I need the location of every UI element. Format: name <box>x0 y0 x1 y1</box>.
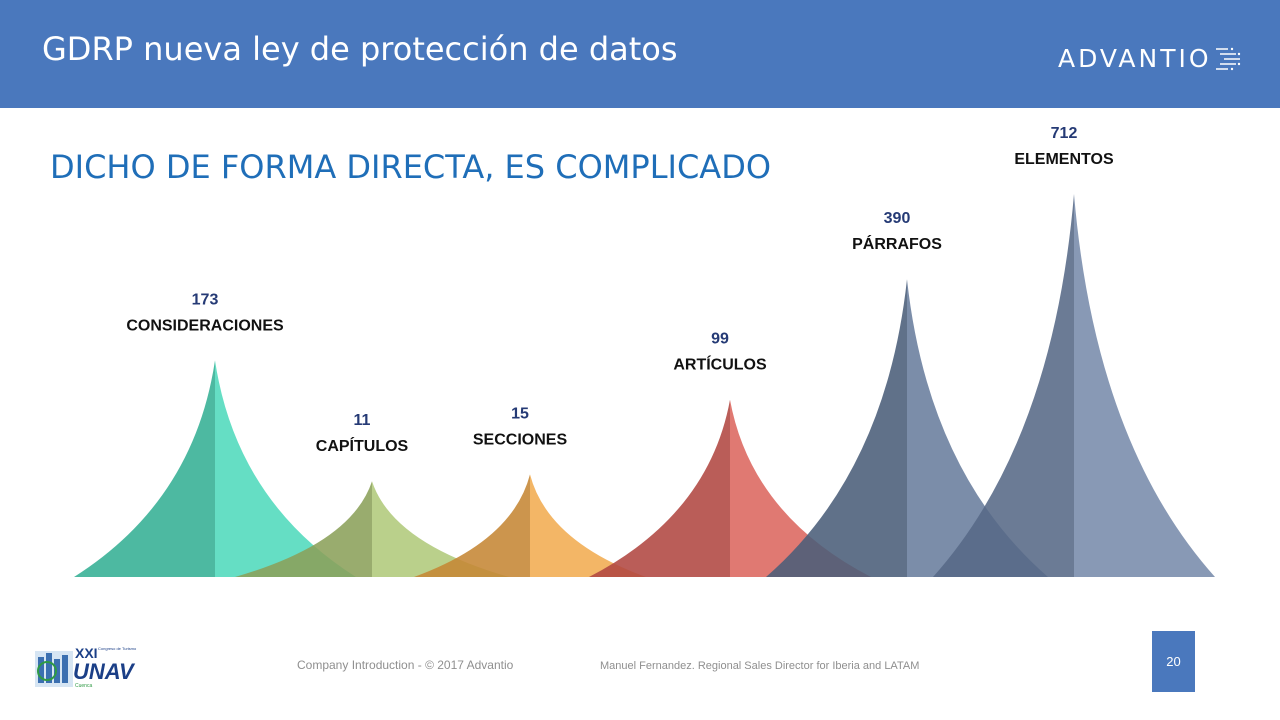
peak-left-face <box>414 474 530 577</box>
peak-right-face <box>372 481 509 577</box>
data-label-value: 11 <box>354 412 371 429</box>
advantio-logo-text: ADVANTIO <box>1058 43 1212 73</box>
advantio-logo-icon <box>1215 47 1240 71</box>
peak-right-face <box>215 360 356 577</box>
peak-consideraciones <box>74 360 356 577</box>
data-label-category: CONSIDERACIONES <box>126 317 284 334</box>
page-number: 20 <box>1152 631 1195 692</box>
peak-right-face <box>907 279 1048 577</box>
data-label-value: 15 <box>511 405 529 422</box>
peak-párrafos <box>766 279 1048 577</box>
data-label-category: SECCIONES <box>473 431 568 448</box>
slide-title: GDRP nueva ley de protección de datos <box>42 30 678 68</box>
data-label-value: 99 <box>711 331 729 348</box>
data-label-value: 390 <box>884 210 911 227</box>
unav-logo-line3: UNAV <box>73 659 136 684</box>
peak-right-face <box>730 399 871 577</box>
slide-subtitle: DICHO DE FORMA DIRECTA, ES COMPLICADO <box>50 148 772 186</box>
peak-left-face <box>933 194 1074 577</box>
unav-congress-logo: XXI Congreso de Turismo UNAV Cuenca <box>35 645 137 689</box>
data-label-category: ELEMENTOS <box>1014 151 1114 168</box>
unav-logo-line2: Congreso de Turismo <box>98 646 137 651</box>
peak-secciones <box>414 474 646 577</box>
footer-company: Company Introduction - © 2017 Advantio <box>297 658 514 672</box>
peak-left-face <box>766 279 907 577</box>
footer-presenter: Manuel Fernandez. Regional Sales Directo… <box>600 660 920 672</box>
peak-left-face <box>589 399 730 577</box>
peak-artículos <box>589 399 871 577</box>
peak-elementos <box>933 194 1215 577</box>
peak-left-face <box>74 360 215 577</box>
peak-right-face <box>530 474 646 577</box>
data-label-category: PÁRRAFOS <box>852 234 942 253</box>
peak-left-face <box>235 481 372 577</box>
advantio-logo: ADVANTIO <box>1058 40 1244 76</box>
data-label-value: 712 <box>1051 125 1078 142</box>
data-label-category: CAPÍTULOS <box>316 436 409 455</box>
data-label-category: ARTÍCULOS <box>673 355 767 374</box>
peak-right-face <box>1074 194 1215 577</box>
unav-logo-line1: XXI <box>75 645 98 661</box>
peak-capítulos <box>235 481 509 577</box>
data-label-value: 173 <box>192 291 219 308</box>
unav-logo-line4: Cuenca <box>75 683 92 689</box>
slide-header: GDRP nueva ley de protección de datos AD… <box>0 0 1280 108</box>
